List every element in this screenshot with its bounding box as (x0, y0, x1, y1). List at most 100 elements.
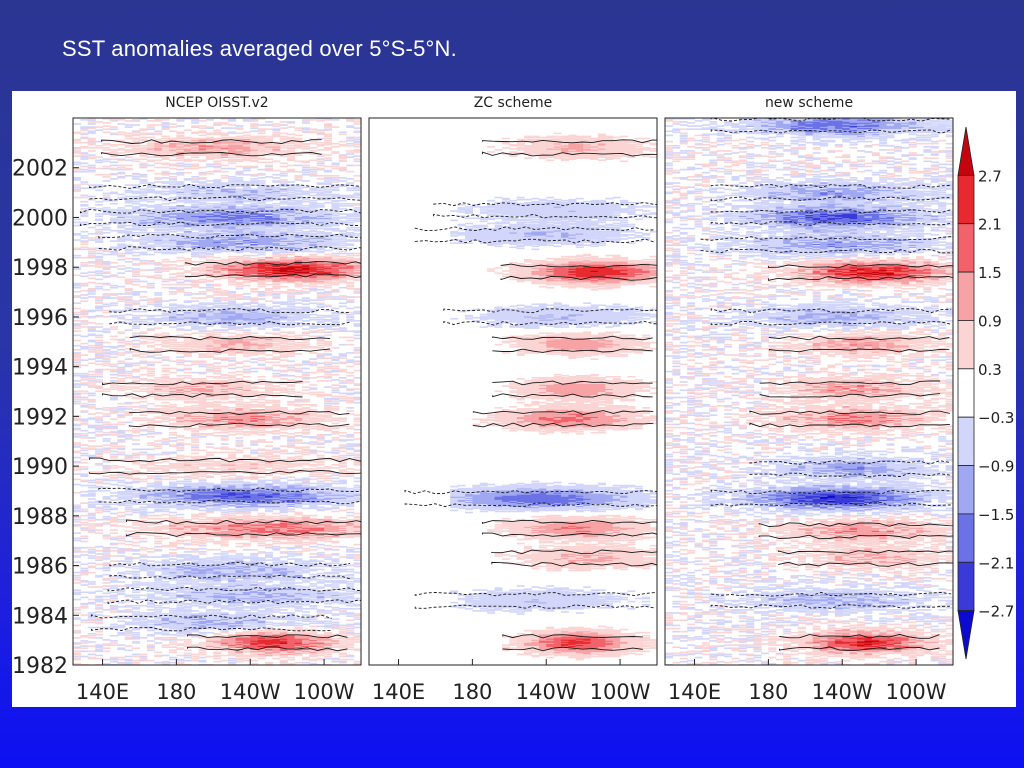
contour-line (767, 264, 953, 269)
colorbar-label: 2.7 (978, 167, 1002, 185)
colorbar-swatch (957, 223, 975, 273)
x-tick-label: 100W (886, 680, 947, 704)
colorbar-swatch (957, 368, 975, 418)
colorbar-swatch (957, 320, 975, 370)
contour-line (767, 276, 953, 281)
contour-line (101, 139, 322, 145)
contour-line (102, 380, 303, 386)
anomaly-field (73, 118, 361, 665)
contour-line (472, 422, 654, 428)
contour-line (492, 393, 653, 398)
contour-line (482, 151, 657, 157)
y-tick-label: 1982 (12, 654, 68, 679)
contour-line (749, 472, 950, 478)
contour-line (491, 561, 657, 567)
y-tick-label: 1988 (12, 505, 68, 530)
slide-title: SST anomalies averaged over 5°S-5°N. (62, 36, 457, 62)
hovmoller-figure: NCEP OISST.v2 140E 180 140W 100W ZC scheme 140… (12, 95, 1014, 704)
contour-line (778, 549, 953, 555)
x-tick-label: 180 (452, 680, 492, 704)
panel-frame (72, 117, 362, 666)
figure-panel: NCEP OISST.v2 140E 180 140W 100W ZC scheme 140… (12, 91, 1016, 707)
contour-line (779, 646, 940, 652)
contour-line (482, 519, 657, 525)
contour-line (710, 209, 952, 214)
y-tick-label: 2000 (12, 206, 68, 231)
contour-line (779, 633, 940, 639)
colorbar-swatch (957, 513, 975, 563)
contour-line (107, 586, 361, 592)
contour-line (404, 489, 657, 495)
colorbar-label: −2.1 (978, 554, 1014, 572)
contour-line (107, 599, 361, 604)
contour-line (700, 236, 953, 241)
contour-line (185, 261, 361, 266)
contour-line (710, 118, 952, 122)
colorbar-label: 1.5 (978, 264, 1002, 282)
contour-line (414, 604, 656, 609)
contour-line (710, 183, 952, 189)
contour-line (98, 233, 361, 239)
contour-line (749, 410, 950, 415)
y-tick-label: 1994 (12, 356, 68, 381)
contour-line (91, 614, 332, 619)
colorbar-label: 2.1 (978, 216, 1002, 234)
contour-line (758, 522, 953, 527)
contour-line (749, 422, 950, 428)
y-tick-label: 1998 (12, 256, 68, 281)
contour-line (710, 604, 952, 609)
contour-line (433, 213, 657, 219)
contour-line (79, 221, 361, 227)
x-tick-label: 140E (372, 680, 425, 704)
panel-title: NCEP OISST.v2 (165, 95, 268, 111)
panel-3: new scheme 140E 180 140W 100W (664, 95, 954, 704)
panel-2: ZC scheme 140E 180 140W 100W (368, 95, 658, 704)
contour-line (710, 196, 952, 202)
contour-line (758, 534, 953, 540)
contour-line (443, 320, 657, 326)
panel-title: ZC scheme (474, 95, 553, 111)
contour-line (749, 460, 950, 465)
contour-line (98, 246, 361, 251)
contour-line (443, 308, 657, 314)
contour-line (98, 487, 361, 493)
contour-line (482, 139, 657, 144)
colorbar-label: −2.7 (978, 603, 1014, 621)
y-tick-label: 1996 (12, 306, 68, 331)
contour-line (500, 275, 657, 281)
colorbar-swatch (957, 416, 975, 466)
y-tick-label: 1984 (12, 604, 68, 629)
colorbar-swatch (957, 465, 975, 515)
contour-line (404, 502, 657, 508)
contour-line (492, 335, 653, 341)
x-tick-label: 140W (812, 680, 873, 704)
contour-line (89, 183, 361, 189)
x-tick-label: 140W (516, 680, 577, 704)
contour-line (492, 348, 653, 353)
contour-line (414, 591, 656, 597)
colorbar-swatch (957, 174, 975, 225)
colorbar-label: −1.5 (978, 506, 1014, 524)
contour-line (128, 422, 350, 428)
contour-line (710, 591, 952, 597)
x-tick-label: 180 (156, 680, 196, 704)
x-tick-label: 100W (294, 680, 355, 704)
contour-line (710, 502, 952, 507)
colorbar-label: −0.3 (978, 409, 1014, 427)
colorbar-label: 0.9 (978, 312, 1002, 330)
contour-line (89, 457, 361, 463)
contour-line (414, 226, 656, 232)
colorbar-cap-top (957, 126, 975, 176)
colorbar-swatch (957, 561, 975, 612)
contour-line (89, 469, 361, 475)
contour-line (778, 561, 953, 567)
contour-line (768, 335, 950, 341)
y-tick-label: 1992 (12, 405, 68, 430)
panel-title: new scheme (765, 95, 853, 111)
contour-line (102, 393, 303, 398)
contour-line (91, 626, 332, 632)
contour-line (79, 208, 361, 214)
contour-line (129, 348, 331, 353)
contour-line (109, 574, 351, 580)
contour-line (502, 634, 643, 639)
